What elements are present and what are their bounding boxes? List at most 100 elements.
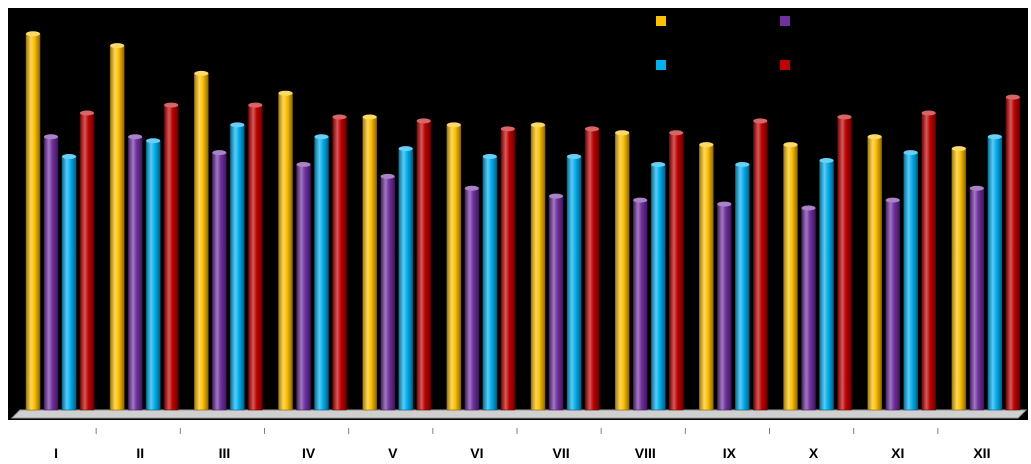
bar-top <box>416 118 431 124</box>
bar-top <box>735 161 750 167</box>
bar <box>566 156 582 411</box>
bar <box>717 203 732 411</box>
bar <box>278 92 293 411</box>
chart-floor <box>10 409 1028 419</box>
chart-floor-surface <box>10 409 1028 419</box>
bar-top <box>867 134 882 140</box>
bar-top <box>885 197 900 203</box>
x-axis: I II III IV V VI VII VIII IX X XI XII <box>54 428 990 461</box>
bar-top <box>110 43 125 49</box>
bar-top <box>296 161 311 167</box>
bar-top <box>146 138 161 144</box>
bar-top <box>230 122 245 128</box>
legend-swatch <box>656 60 666 70</box>
bar <box>668 132 684 411</box>
legend-swatch <box>780 60 790 70</box>
bar <box>753 120 768 411</box>
bar-top <box>314 134 329 140</box>
bar <box>548 195 564 411</box>
bar-top <box>26 31 40 37</box>
bar-top <box>332 114 347 120</box>
bar-top <box>753 118 768 124</box>
bar <box>109 45 125 411</box>
bar-top <box>164 102 179 108</box>
bar-top <box>549 193 563 199</box>
bar-top <box>500 126 515 132</box>
bar-top <box>531 122 545 128</box>
bar <box>1005 96 1021 411</box>
bar <box>885 199 900 411</box>
x-tick-label: VI <box>470 445 483 461</box>
x-tick-label: IX <box>723 445 737 461</box>
bar-top <box>951 146 966 152</box>
bar <box>699 144 714 411</box>
bar-top <box>903 150 918 156</box>
bar-top <box>669 130 684 136</box>
bar <box>819 160 834 411</box>
bar-top <box>567 154 581 160</box>
x-tick-label: XI <box>891 445 904 461</box>
bar <box>801 207 816 411</box>
bar-top <box>615 130 630 136</box>
x-tick-label: X <box>809 445 819 461</box>
bar <box>248 104 263 411</box>
bar-top <box>585 126 599 132</box>
bar <box>43 136 59 411</box>
bar-top <box>212 150 227 156</box>
bar <box>482 156 498 411</box>
x-tick-label: III <box>219 445 231 461</box>
bar <box>969 187 985 411</box>
x-tick-label: XII <box>973 445 990 461</box>
bar <box>614 132 630 411</box>
bar-top <box>128 134 143 140</box>
bar-top <box>194 70 209 76</box>
bar <box>163 104 179 411</box>
bar <box>837 116 852 411</box>
bar-top <box>62 154 76 160</box>
legend <box>656 16 790 70</box>
x-tick-label: VII <box>553 445 570 461</box>
bar-top <box>464 185 479 191</box>
bar-top <box>921 110 936 116</box>
bar <box>632 199 648 411</box>
bar <box>25 33 41 411</box>
bars-group <box>25 31 1021 411</box>
bar-top <box>80 110 94 116</box>
bar-top <box>44 134 58 140</box>
bar-top <box>278 90 293 96</box>
x-tick-label: VIII <box>635 445 656 461</box>
bar-top <box>398 146 413 152</box>
bar <box>783 144 798 411</box>
bar-top <box>482 154 497 160</box>
bar-top <box>717 201 732 207</box>
x-tick-label: IV <box>302 445 316 461</box>
bar <box>951 148 967 411</box>
bar-top <box>1005 94 1020 100</box>
bar <box>584 128 600 411</box>
bar <box>500 128 516 411</box>
bar <box>230 124 245 411</box>
legend-swatch <box>656 16 666 26</box>
bar-top <box>446 122 461 128</box>
bar-top <box>651 161 666 167</box>
bar <box>314 136 329 411</box>
bar-top <box>969 185 984 191</box>
bar <box>398 148 413 411</box>
bar <box>296 164 311 411</box>
bar <box>446 124 462 411</box>
bar-top <box>987 134 1002 140</box>
bar-top <box>248 102 263 108</box>
x-tick-label: V <box>388 445 398 461</box>
bar <box>903 152 918 411</box>
bar <box>332 116 347 411</box>
bar <box>127 136 143 411</box>
bar-top <box>819 158 834 164</box>
bar <box>921 112 936 411</box>
bar <box>362 116 377 411</box>
x-tick-label: II <box>136 445 144 461</box>
bar <box>61 156 77 411</box>
bar <box>79 112 95 411</box>
bar <box>530 124 546 411</box>
bar <box>735 164 750 411</box>
